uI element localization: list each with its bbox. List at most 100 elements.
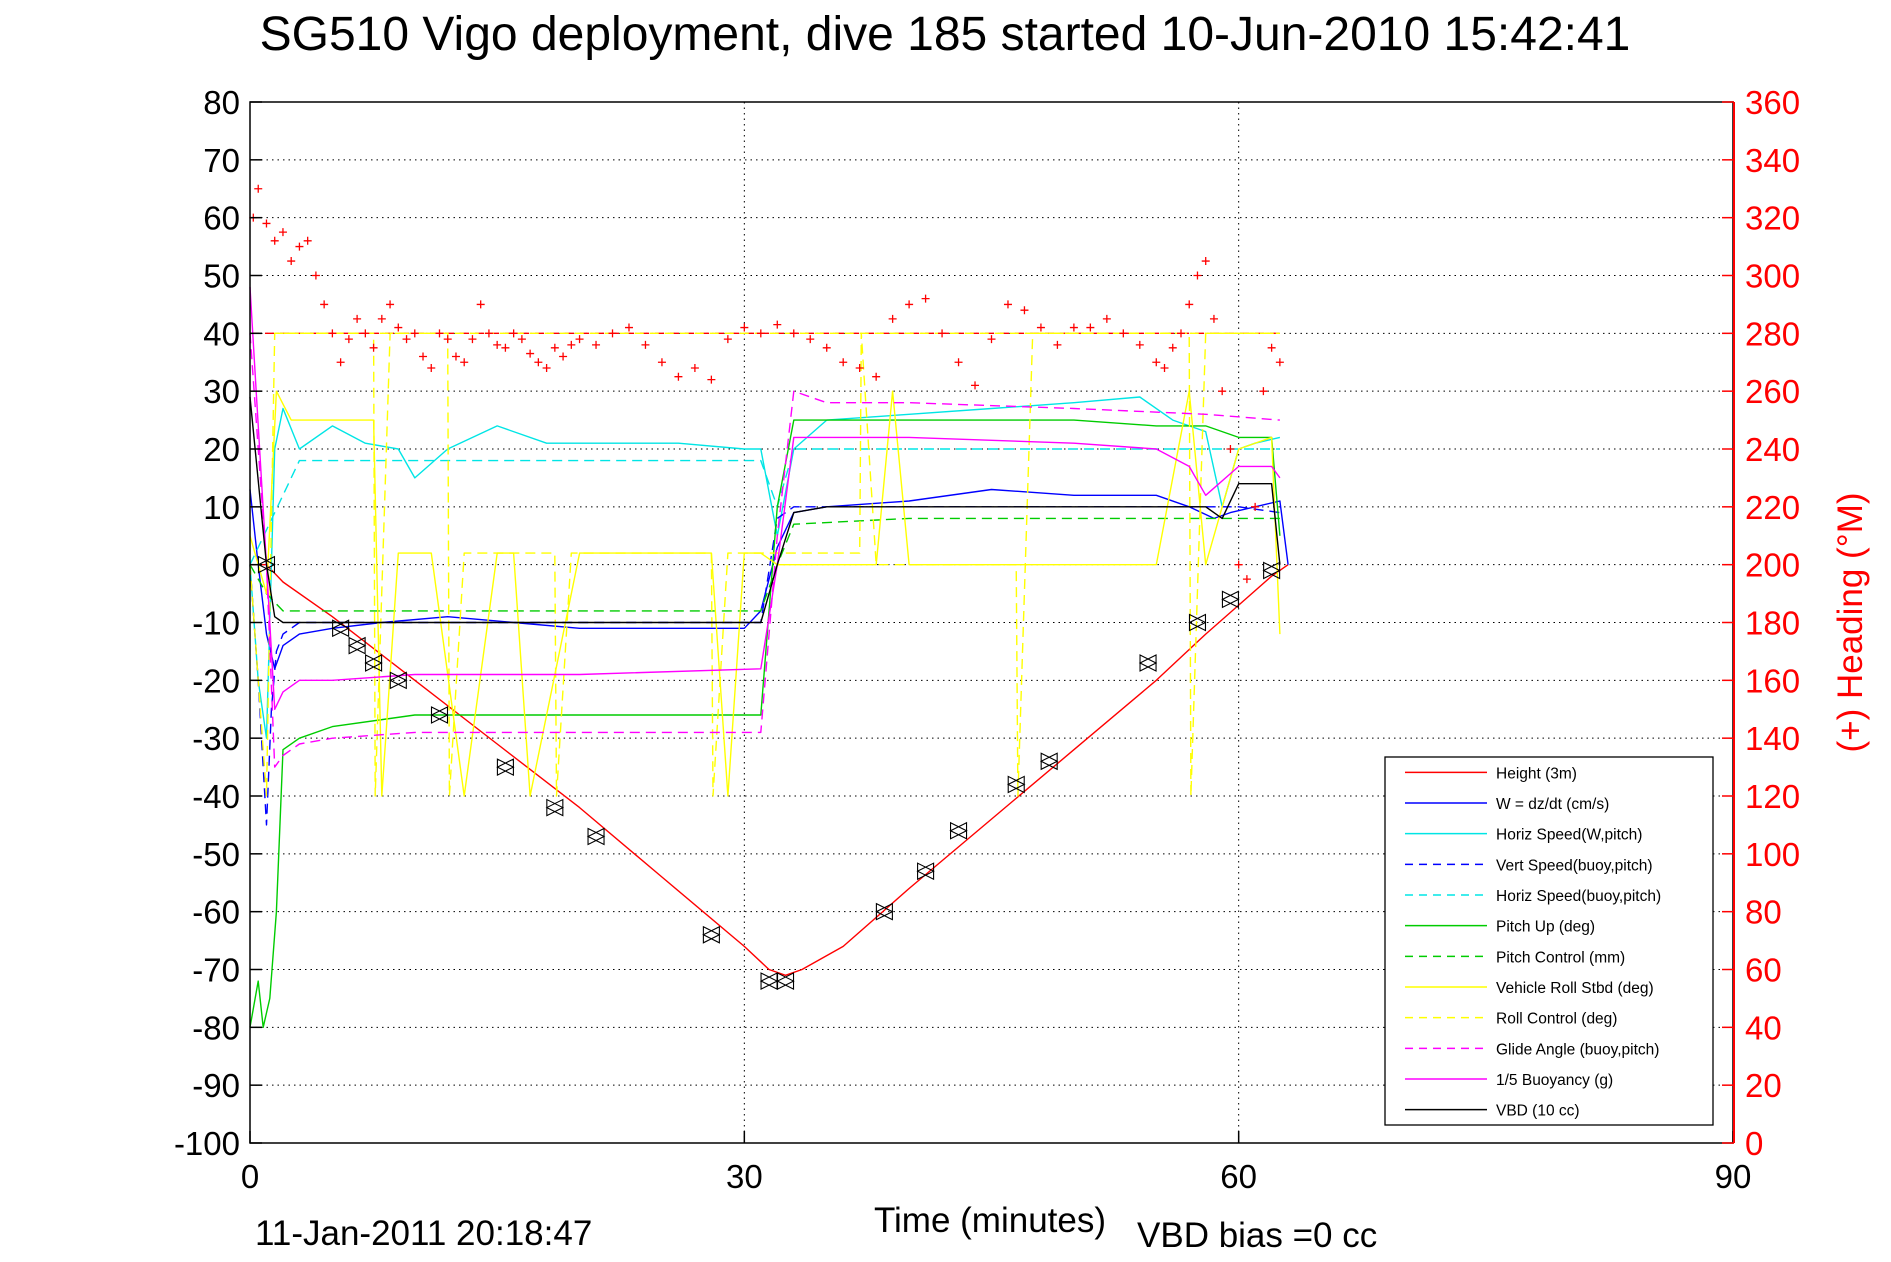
series-line-10 xyxy=(249,287,1281,710)
heading-marker xyxy=(377,314,386,323)
footer-timestamp: 11-Jan-2011 20:18:47 xyxy=(255,1214,592,1253)
x-tick-label: 30 xyxy=(726,1158,763,1195)
heading-marker xyxy=(517,335,526,344)
heading-marker xyxy=(1209,314,1218,323)
heading-marker xyxy=(410,329,419,338)
heading-marker xyxy=(1226,445,1235,453)
heading-marker xyxy=(1193,271,1202,280)
legend-label-6: Pitch Control (mm) xyxy=(1496,949,1625,966)
triangle-marker xyxy=(1188,613,1207,632)
heading-marker xyxy=(295,242,304,251)
y-tick-label: -50 xyxy=(192,836,240,873)
axes: 0 30 60 9080706050403020100-10-20-30-40-50-… xyxy=(174,84,1800,1195)
legend-label-2: Horiz Speed(W,pitch) xyxy=(1496,827,1642,844)
heading-marker xyxy=(987,335,996,344)
triangle-marker xyxy=(331,619,350,638)
heading-marker xyxy=(872,372,881,381)
triangle-marker xyxy=(949,821,968,840)
triangle-marker xyxy=(875,902,894,921)
heading-marker xyxy=(822,343,831,352)
heading-marker xyxy=(1003,300,1012,309)
legend-label-0: Height (3m) xyxy=(1496,765,1577,782)
legend-label-8: Roll Control (deg) xyxy=(1496,1011,1617,1028)
heading-marker xyxy=(501,343,510,352)
heading-marker xyxy=(1218,387,1227,396)
triangle-marker xyxy=(1262,561,1281,580)
y2-axis-label: (+) Heading (°M) xyxy=(1831,492,1870,752)
heading-marker xyxy=(592,340,601,349)
heading-marker xyxy=(806,335,815,344)
y-tick-label: -70 xyxy=(192,952,240,989)
marker-layer xyxy=(249,184,1284,990)
heading-marker xyxy=(402,335,411,344)
heading-marker xyxy=(1102,314,1111,323)
heading-marker xyxy=(567,340,576,349)
heading-marker xyxy=(690,364,699,373)
y2-tick-label: 60 xyxy=(1745,952,1782,989)
heading-marker xyxy=(707,375,716,384)
heading-marker xyxy=(1020,306,1029,315)
heading-marker xyxy=(575,335,584,344)
legend-label-11: VBD (10 cc) xyxy=(1496,1103,1580,1120)
heading-marker xyxy=(740,323,749,332)
triangle-marker xyxy=(702,925,721,944)
heading-marker xyxy=(386,300,395,309)
y-tick-label: 30 xyxy=(203,373,240,410)
heading-marker xyxy=(1086,323,1095,332)
y2-tick-label: 280 xyxy=(1745,315,1800,352)
triangle-marker xyxy=(430,706,449,724)
heading-marker xyxy=(921,294,930,303)
heading-marker xyxy=(1275,358,1284,367)
heading-marker xyxy=(460,358,469,367)
triangle-marker xyxy=(759,972,779,990)
y2-tick-label: 100 xyxy=(1745,836,1800,873)
y2-tick-label: 140 xyxy=(1745,720,1800,757)
heading-marker xyxy=(270,236,279,245)
series-line-7 xyxy=(249,390,1281,797)
triangle-marker xyxy=(389,671,408,690)
y-tick-label: -30 xyxy=(192,720,240,757)
heading-marker xyxy=(419,352,428,361)
y-tick-label: 60 xyxy=(203,200,240,237)
heading-marker xyxy=(526,349,535,358)
heading-marker xyxy=(311,271,320,280)
heading-marker xyxy=(756,329,765,338)
heading-marker xyxy=(534,358,543,367)
legend-box xyxy=(1384,756,1714,1126)
y2-tick-label: 200 xyxy=(1745,547,1800,584)
heading-marker xyxy=(493,340,502,349)
y-tick-label: -20 xyxy=(192,662,240,699)
heading-marker xyxy=(1168,343,1177,352)
footer-vbd-bias: VBD bias =0 cc xyxy=(1137,1216,1377,1255)
heading-marker xyxy=(723,335,732,344)
heading-marker xyxy=(1259,387,1268,396)
heading-marker xyxy=(839,358,848,367)
y-tick-label: -10 xyxy=(192,605,240,642)
heading-marker xyxy=(1242,575,1251,584)
heading-marker xyxy=(344,335,353,344)
y-tick-label: 50 xyxy=(203,258,240,295)
x-tick-label: 60 xyxy=(1220,1158,1257,1195)
heading-marker xyxy=(954,358,963,367)
x-tick-label: 90 xyxy=(1715,1158,1752,1195)
heading-marker xyxy=(674,372,683,381)
y2-tick-label: 180 xyxy=(1745,605,1800,642)
legend-label-1: W = dz/dt (cm/s) xyxy=(1496,796,1609,813)
heading-marker xyxy=(855,364,864,373)
triangle-marker xyxy=(1006,775,1026,794)
triangle-marker xyxy=(1039,752,1059,771)
y-tick-label: 40 xyxy=(203,315,240,352)
triangle-marker xyxy=(1138,654,1158,672)
heading-marker xyxy=(476,300,485,309)
y2-tick-label: 40 xyxy=(1745,1009,1782,1046)
y2-tick-label: 240 xyxy=(1745,431,1800,468)
heading-marker xyxy=(320,300,329,309)
legend-label-3: Vert Speed(buoy,pitch) xyxy=(1496,857,1653,874)
series-line-2 xyxy=(249,396,1281,739)
heading-marker xyxy=(1119,329,1128,338)
triangle-marker xyxy=(545,798,565,817)
heading-marker xyxy=(427,364,436,373)
heading-marker xyxy=(468,335,477,344)
series-line-8 xyxy=(249,332,1280,797)
heading-marker xyxy=(1069,323,1078,332)
